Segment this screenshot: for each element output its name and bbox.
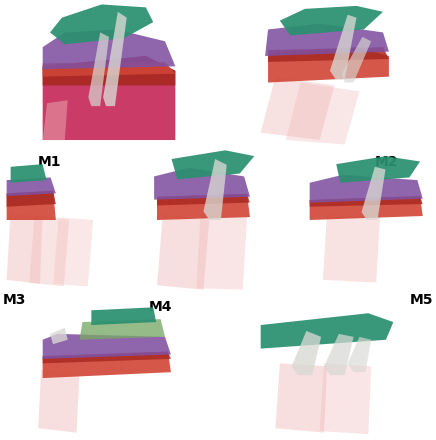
Polygon shape xyxy=(336,156,420,183)
Polygon shape xyxy=(29,215,69,286)
Polygon shape xyxy=(103,12,127,106)
Polygon shape xyxy=(330,15,357,80)
Polygon shape xyxy=(7,191,56,207)
Polygon shape xyxy=(320,363,371,434)
Polygon shape xyxy=(43,62,175,77)
Polygon shape xyxy=(286,83,359,144)
Polygon shape xyxy=(157,214,209,290)
Polygon shape xyxy=(323,215,380,282)
Polygon shape xyxy=(310,196,423,220)
Polygon shape xyxy=(261,77,334,140)
Polygon shape xyxy=(89,33,109,106)
Polygon shape xyxy=(43,352,171,363)
Polygon shape xyxy=(342,37,371,83)
Polygon shape xyxy=(79,319,165,340)
Polygon shape xyxy=(324,334,354,375)
Polygon shape xyxy=(171,150,254,180)
Polygon shape xyxy=(347,337,371,372)
Text: M3: M3 xyxy=(3,293,26,307)
Polygon shape xyxy=(265,24,389,56)
Text: M2: M2 xyxy=(374,155,398,169)
Polygon shape xyxy=(43,29,175,69)
Polygon shape xyxy=(204,159,227,220)
Polygon shape xyxy=(268,47,389,83)
Polygon shape xyxy=(38,369,79,433)
Polygon shape xyxy=(50,4,153,44)
Polygon shape xyxy=(43,100,68,140)
Polygon shape xyxy=(361,167,385,220)
Polygon shape xyxy=(43,56,175,85)
Polygon shape xyxy=(53,217,93,286)
Polygon shape xyxy=(310,175,423,203)
Polygon shape xyxy=(276,363,327,433)
Polygon shape xyxy=(43,352,171,378)
Polygon shape xyxy=(261,313,393,348)
Polygon shape xyxy=(268,47,389,62)
Polygon shape xyxy=(7,191,56,220)
Text: M4: M4 xyxy=(148,300,172,314)
Polygon shape xyxy=(280,6,383,35)
Polygon shape xyxy=(43,334,171,359)
Polygon shape xyxy=(50,328,68,344)
Polygon shape xyxy=(157,194,250,220)
Polygon shape xyxy=(43,56,175,140)
Polygon shape xyxy=(154,168,250,200)
Polygon shape xyxy=(310,196,423,207)
Polygon shape xyxy=(7,212,43,284)
Polygon shape xyxy=(7,177,56,196)
Polygon shape xyxy=(91,307,156,325)
Polygon shape xyxy=(10,164,47,183)
Polygon shape xyxy=(196,214,247,290)
Text: M5: M5 xyxy=(410,293,433,307)
Polygon shape xyxy=(292,331,321,375)
Text: M1: M1 xyxy=(38,155,62,169)
Polygon shape xyxy=(157,194,250,205)
